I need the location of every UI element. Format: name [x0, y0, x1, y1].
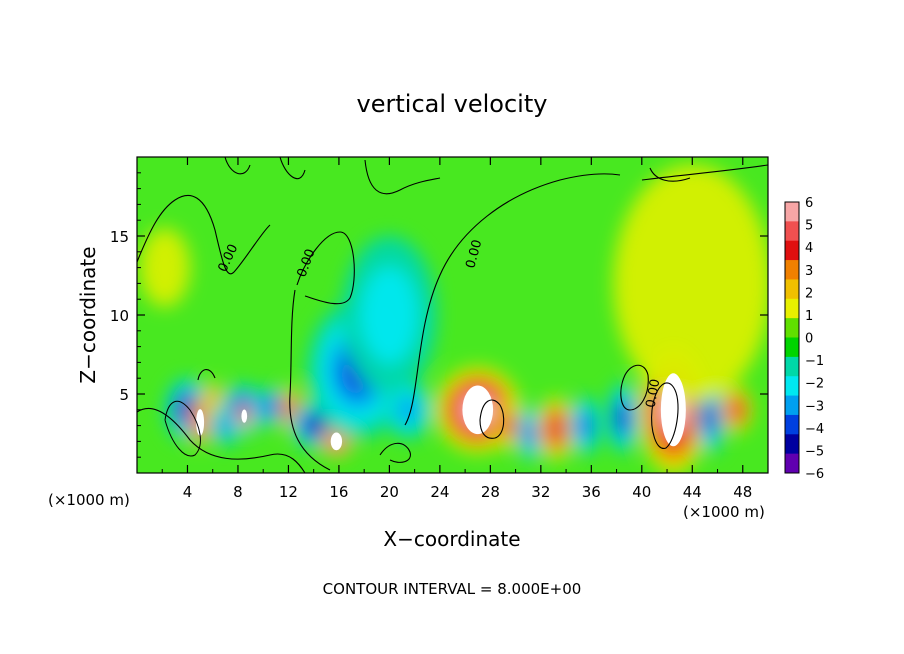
- contour-label: 0.00: [644, 378, 664, 409]
- contour-interval-footer: CONTOUR INTERVAL = 8.000E+00: [323, 580, 582, 598]
- field-blob: [397, 396, 419, 423]
- colorbar: 6 5 4 3 2 1 0 −1 −2 −3 −4 −5 −6: [784, 196, 824, 482]
- y-tick-label: 15: [110, 228, 129, 246]
- colorbar-label: 6: [805, 196, 813, 211]
- x-tick-label: 36: [582, 483, 601, 501]
- x-unit-right: (×1000 m): [683, 503, 765, 521]
- colorbar-swatch: [785, 318, 799, 338]
- colorbar-swatch: [785, 337, 799, 358]
- field-blob: [731, 403, 741, 417]
- x-tick-label: 28: [481, 483, 500, 501]
- field-blob: [208, 390, 217, 405]
- colorbar-swatch: [785, 202, 799, 222]
- zero-contour-line: [379, 442, 411, 463]
- colorbar-label: 5: [805, 219, 813, 234]
- x-tick-label: 4: [183, 483, 193, 501]
- colorbar-label: −6: [805, 467, 824, 482]
- contour-label: 0.00: [463, 238, 485, 270]
- field-core-layer: [196, 373, 686, 451]
- field-blob: [310, 419, 323, 432]
- zero-contour-line: [479, 399, 505, 439]
- field-blob: [360, 266, 419, 364]
- zero-contour-line: [641, 164, 768, 181]
- x-tick-label: 8: [233, 483, 243, 501]
- y-tick-label: 10: [110, 307, 129, 325]
- colorbar-label: −2: [805, 377, 824, 392]
- zero-contour-line: [197, 369, 216, 381]
- field-peak: [196, 409, 205, 436]
- field-blob: [268, 400, 278, 413]
- x-tick-label: 12: [279, 483, 298, 501]
- colorbar-swatch: [785, 260, 799, 280]
- colorbar-swatch: [785, 221, 799, 242]
- field-peak: [660, 373, 686, 447]
- field-peak: [462, 385, 494, 435]
- field-peak: [330, 432, 343, 451]
- zero-contour-line: [404, 173, 621, 426]
- field-blob: [613, 164, 768, 402]
- field-blob: [707, 407, 716, 428]
- colorbar-label: −3: [805, 399, 824, 414]
- zero-contour-line: [137, 407, 306, 473]
- x-tick-label: 44: [683, 483, 702, 501]
- velocity-field: [139, 164, 768, 473]
- zero-contour-line: [296, 231, 355, 305]
- x-axis: 4 8 12 16 20 24 28 32 36 40 44 48: [161, 157, 752, 501]
- zero-contour-line: [364, 159, 441, 195]
- colorbar-swatch: [785, 279, 799, 300]
- field-blob: [550, 419, 562, 438]
- colorbar-swatch: [785, 414, 799, 435]
- chart-title: vertical velocity: [357, 90, 548, 118]
- field-blob: [525, 423, 536, 444]
- x-tick-label: 24: [430, 483, 449, 501]
- x-unit-left: (×1000 m): [48, 491, 130, 509]
- y-tick-label: 5: [119, 386, 129, 404]
- colorbar-swatch: [785, 453, 799, 474]
- field-peak: [241, 409, 248, 423]
- y-axis: 5 10 15: [110, 172, 768, 458]
- zero-contour-line: [137, 195, 271, 275]
- field-blob: [139, 228, 191, 308]
- zero-contour-line: [164, 400, 201, 457]
- field-blob: [503, 417, 515, 434]
- colorbar-swatch: [785, 240, 799, 261]
- colorbar-label: 3: [805, 264, 813, 279]
- colorbar-label: −4: [805, 422, 824, 437]
- field-blob: [579, 415, 591, 436]
- zero-contour-line: [289, 289, 331, 471]
- x-tick-label: 32: [531, 483, 550, 501]
- x-tick-label: 16: [329, 483, 348, 501]
- colorbar-frame: [784, 201, 800, 474]
- colorbar-label: 1: [805, 309, 813, 324]
- x-axis-label: X−coordinate: [383, 527, 520, 551]
- zero-contour-line: [651, 382, 679, 449]
- zero-contour-line: [224, 157, 251, 175]
- x-tick-label: 40: [632, 483, 651, 501]
- contour-labels: 0.00 0.00 0.000.00: [216, 238, 664, 409]
- zero-contour-line: [649, 167, 691, 182]
- colorbar-label: 4: [805, 241, 813, 256]
- colorbar-label: −1: [805, 354, 824, 369]
- zero-contours: [137, 157, 768, 473]
- zero-contour-line: [279, 157, 306, 180]
- x-tick-label: 20: [380, 483, 399, 501]
- y-axis-label: Z−coordinate: [76, 246, 100, 383]
- colorbar-swatch: [785, 376, 799, 397]
- colorbar-swatch: [785, 298, 799, 319]
- colorbar-swatch: [785, 395, 799, 416]
- x-tick-label: 48: [733, 483, 752, 501]
- colorbar-label: 0: [805, 332, 813, 347]
- zero-contour-line: [620, 364, 649, 411]
- plot-area: 0.00 0.00 0.000.00: [136, 156, 769, 474]
- field-blob: [618, 407, 628, 428]
- colorbar-label: −5: [805, 444, 824, 459]
- colorbar-label: 2: [805, 286, 813, 301]
- colorbar-swatch: [785, 434, 799, 455]
- colorbar-swatch: [785, 356, 799, 377]
